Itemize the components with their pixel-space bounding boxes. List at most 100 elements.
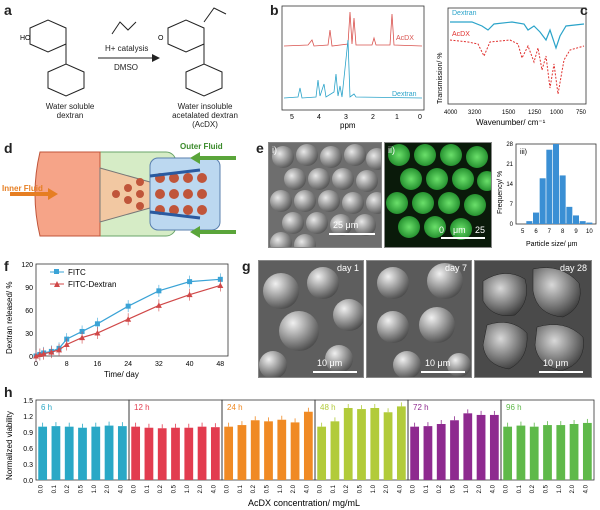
microfluidic-device [10,151,236,238]
hist-y-tick: 21 [506,162,513,168]
ftir-x-ticks: 4000 3200 1500 1250 1000 750 [444,110,587,116]
panel-h: h 0.0 0.3 0.6 0.9 1.2 1.5 6 h 0.0 0.1 0.2 0.5 1.0 2… [0,384,600,510]
h-x-tick: 1.0 [278,484,284,493]
sem-particles [270,144,381,247]
h-x-tick: 0.1 [424,484,430,493]
h-x-tick: 1.0 [557,484,563,493]
viability-bar [357,409,366,480]
viability-bar [383,412,393,480]
panel-g-label: g [242,258,251,274]
viability-bar [330,421,340,480]
histogram-bar [579,221,586,224]
histogram-bar [526,221,533,224]
viability-bar [582,422,592,480]
data-point [94,321,100,327]
viability-bar [489,414,499,480]
viability-bar [303,411,313,480]
viability-bar [343,408,353,480]
hist-y-label: Frequency/ % [497,171,504,214]
histogram-bar [559,175,566,224]
hist-y-tick: 0 [510,222,514,228]
tick: 750 [576,110,587,116]
viability-bar [290,422,300,480]
f-y-tick: 30 [25,331,33,338]
f-x-tick: 16 [94,361,102,368]
hist-x-tick: 5 [521,229,525,235]
f-x-tick: 32 [155,361,163,368]
ho-label: HO [20,35,31,42]
f-y-label: Dextran released/ % [5,282,14,354]
scale-bar [313,371,357,373]
h-x-tick: 0.0 [411,484,417,493]
viability-bar [543,425,552,480]
hist-x-tick: 8 [561,229,565,235]
day-1-label: day 1 [336,263,359,273]
histogram-bar [539,178,546,224]
viability-bar [569,424,579,480]
data-point [48,349,55,355]
legend-fitc: FITC [68,268,86,277]
h-x-tick: 0.2 [65,484,71,493]
scale-bar [441,237,485,239]
h-x-tick: 0.2 [344,484,350,493]
legend-dextran: Dextran [452,10,477,17]
sem-day-28: day 28 10 μm [474,260,592,378]
panel-f-label: f [4,258,9,274]
f-y-tick: 60 [25,308,33,315]
histogram-bar [546,149,553,224]
h-y-tick: 0.3 [23,462,33,469]
particle-size-histogram: iii) 0 7 14 21 28 5 6 7 8 9 10 Frequency/ % Parti… [497,142,597,248]
data-point [186,291,193,298]
data-point [125,316,132,322]
data-point [217,282,224,288]
panel-b: b 5 4 3 2 1 0 ppm AcDX Dextran [268,0,430,130]
o-label: O [158,35,164,42]
data-point [125,303,131,309]
day-28-label: day 28 [559,263,587,273]
h-y-tick: 0.9 [23,430,33,437]
h-x-tick: 4.0 [583,484,589,493]
dextran-caption: Water soluble dextran [45,102,95,120]
group-label: 72 h [413,403,429,412]
viability-bar [556,425,566,480]
f-x-tick: 8 [65,361,69,368]
viability-bar [104,425,114,480]
h-x-tick: 0.5 [172,484,178,493]
tick: 1500 [502,110,516,116]
tick: 3 [344,114,348,121]
hist-y-tick: 7 [510,202,514,208]
viability-bar [117,426,127,480]
viability-bar [131,426,141,480]
f-x-tick: 24 [124,361,132,368]
viability-bar [224,426,234,480]
h-x-tick: 0.0 [225,484,231,493]
h-x-tick: 0.5 [544,484,550,493]
sem-spheres [377,263,471,377]
h-y-tick: 1.2 [23,414,33,421]
panel-e-label: e [256,140,264,156]
panel-d-label: d [4,140,13,156]
day-7-label: day 7 [444,263,467,273]
h-y-tick: 0.6 [23,446,33,453]
histogram-bar [533,212,539,224]
h-x-tick: 0.1 [238,484,244,493]
scale-label: 0 [439,225,445,235]
f-y-tick: 120 [21,262,33,269]
h-x-tick: 0.5 [265,484,271,493]
viability-bar [184,427,194,480]
scale-label: 10 μm [543,358,569,368]
viability-bar-chart: 0.0 0.3 0.6 0.9 1.2 1.5 6 h 0.0 0.1 0.2 0.5 1.0 2.0… [5,398,595,508]
data-point [155,302,162,308]
group-label: 6 h [41,403,52,412]
data-point [187,279,193,285]
reagent-solvent: DMSO [114,63,138,72]
h-y-label: Normalized viability [5,411,14,480]
panel-b-label: b [270,2,279,18]
hist-x-tick: 6 [534,229,538,235]
scale-bar [421,371,465,373]
viability-bar [144,427,154,480]
h-x-tick: 4.0 [304,484,310,493]
viability-bar [503,426,513,480]
panel-a-label: a [4,2,12,18]
